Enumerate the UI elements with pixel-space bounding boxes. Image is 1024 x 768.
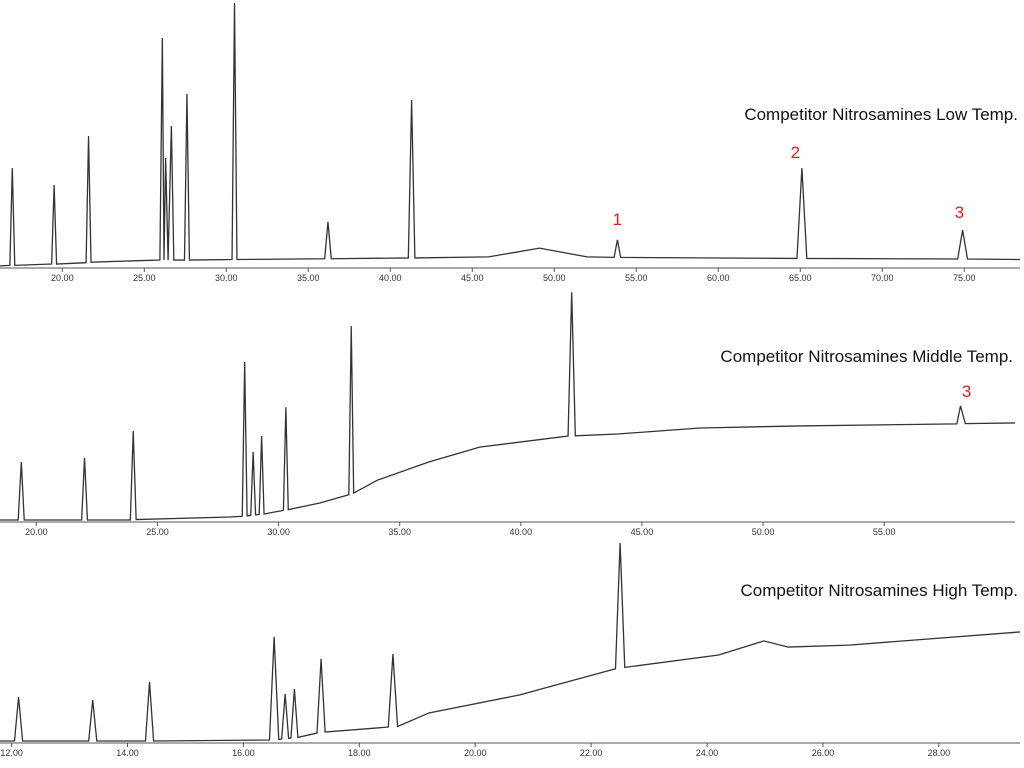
x-tick-label: 70.00 (871, 273, 894, 283)
x-tick-label: 25.00 (133, 273, 156, 283)
trace (0, 2, 1021, 267)
x-tick-label: 30.00 (267, 527, 290, 537)
x-tick-label: 20.00 (464, 748, 487, 758)
peak-label: 3 (955, 203, 964, 222)
x-tick-label: 40.00 (510, 527, 533, 537)
peak-label: 2 (791, 143, 800, 162)
chart-title: Competitor Nitrosamines Middle Temp. (720, 347, 1013, 366)
x-tick-label: 16.00 (232, 748, 255, 758)
x-tick-label: 45.00 (461, 273, 484, 283)
x-tick-label: 50.00 (543, 273, 566, 283)
x-tick-label: 24.00 (696, 748, 719, 758)
x-tick-label: 20.00 (25, 527, 48, 537)
chart-title: Competitor Nitrosamines Low Temp. (744, 105, 1018, 124)
trace (0, 542, 1021, 742)
peak-label: 1 (613, 210, 622, 229)
x-tick-label: 50.00 (752, 527, 775, 537)
x-tick-label: 25.00 (146, 527, 169, 537)
chart-title: Competitor Nitrosamines High Temp. (741, 581, 1018, 600)
x-tick-label: 45.00 (631, 527, 654, 537)
x-tick-label: 14.00 (116, 748, 139, 758)
x-tick-label: 28.00 (928, 748, 951, 758)
x-tick-label: 30.00 (215, 273, 238, 283)
x-tick-label: 20.00 (51, 273, 74, 283)
x-tick-label: 12.00 (0, 748, 23, 758)
x-tick-label: 35.00 (297, 273, 320, 283)
x-tick-label: 18.00 (348, 748, 371, 758)
x-tick-label: 55.00 (873, 527, 896, 537)
trace (0, 292, 1016, 521)
x-tick-label: 40.00 (379, 273, 402, 283)
x-tick-label: 22.00 (580, 748, 603, 758)
x-tick-label: 60.00 (707, 273, 730, 283)
x-tick-label: 75.00 (953, 273, 976, 283)
x-tick-label: 65.00 (789, 273, 812, 283)
x-tick-label: 35.00 (388, 527, 411, 537)
x-tick-label: 55.00 (625, 273, 648, 283)
peak-label: 3 (962, 382, 971, 401)
x-tick-label: 26.00 (812, 748, 835, 758)
